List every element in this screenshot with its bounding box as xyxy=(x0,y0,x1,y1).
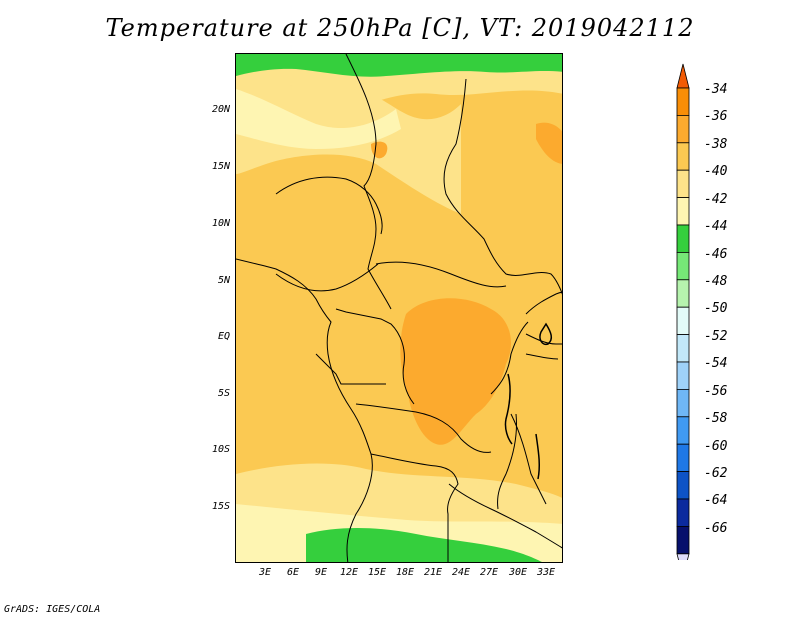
colorbar-label-66: -66 xyxy=(704,521,728,536)
lon-label-18e: 18E xyxy=(395,567,415,578)
lon-label-15e: 15E xyxy=(367,567,387,578)
country-borders xyxy=(236,54,562,562)
warm-region-northeast xyxy=(536,122,562,164)
pale-band-north xyxy=(236,89,401,149)
colorbar-box xyxy=(676,525,690,555)
colorbar-box xyxy=(676,306,690,335)
lat-label-eq: EQ xyxy=(217,331,230,342)
colorbar-box xyxy=(676,142,690,171)
lat-label-5s: 5S xyxy=(217,388,230,399)
lon-label-30e: 30E xyxy=(508,567,528,578)
colorbar-label-34: -34 xyxy=(704,82,728,97)
temperature-map xyxy=(235,53,563,563)
lon-label-12e: 12E xyxy=(339,567,359,578)
colorbar-box xyxy=(676,443,690,473)
lake-outlines xyxy=(504,322,553,480)
colorbar xyxy=(676,63,690,560)
colorbar-box xyxy=(676,279,690,308)
colorbar-box xyxy=(676,498,690,527)
colorbar-label-58: -58 xyxy=(704,411,728,426)
colorbar-label-48: -48 xyxy=(704,274,728,289)
lon-label-27e: 27E xyxy=(479,567,499,578)
colorbar-box xyxy=(676,87,690,116)
colorbar-label-46: -46 xyxy=(704,247,728,262)
warm-region-center xyxy=(400,298,511,445)
colorbar-label-50: -50 xyxy=(704,301,728,316)
colorbar-box xyxy=(676,224,690,253)
green-region-north xyxy=(236,54,562,77)
green-region-south xyxy=(306,528,542,562)
lon-label-33e: 33E xyxy=(536,567,556,578)
lon-label-3e: 3E xyxy=(258,567,272,578)
grads-credit: GrADS: IGES/COLA xyxy=(4,604,101,615)
colorbar-arrow-bottom xyxy=(676,553,690,560)
colorbar-label-36: -36 xyxy=(704,109,728,124)
map-title: Temperature at 250hPa [C], VT: 201904211… xyxy=(105,14,695,42)
colorbar-label-64: -64 xyxy=(704,493,728,508)
colorbar-boxes xyxy=(676,63,690,560)
colorbar-box xyxy=(676,115,690,144)
colorbar-box xyxy=(676,251,690,281)
lat-label-15s: 15S xyxy=(211,501,230,512)
colorbar-box xyxy=(676,471,690,500)
lat-label-20n: 20N xyxy=(211,104,230,115)
colorbar-label-40: -40 xyxy=(704,164,728,179)
colorbar-label-60: -60 xyxy=(704,439,728,454)
colorbar-label-38: -38 xyxy=(704,137,728,152)
lon-label-24e: 24E xyxy=(451,567,471,578)
lon-label-21e: 21E xyxy=(423,567,443,578)
lat-label-10n: 10N xyxy=(211,218,230,229)
colorbar-label-62: -62 xyxy=(704,466,728,481)
lat-label-10s: 10S xyxy=(211,444,230,455)
colorbar-box xyxy=(676,361,690,390)
colorbar-arrow-top xyxy=(676,63,690,89)
colorbar-label-44: -44 xyxy=(704,219,728,234)
colorbar-label-52: -52 xyxy=(704,329,728,344)
colorbar-label-54: -54 xyxy=(704,356,728,371)
colorbar-label-42: -42 xyxy=(704,192,728,207)
lon-label-6e: 6E xyxy=(286,567,300,578)
map-canvas xyxy=(236,54,562,562)
colorbar-box xyxy=(676,416,690,445)
colorbar-box xyxy=(676,388,690,418)
colorbar-label-56: -56 xyxy=(704,384,728,399)
colorbar-box xyxy=(676,197,690,226)
lon-label-9e: 9E xyxy=(314,567,328,578)
lat-label-15n: 15N xyxy=(211,161,230,172)
colorbar-box xyxy=(676,334,690,363)
lat-label-5n: 5N xyxy=(217,275,230,286)
colorbar-box xyxy=(676,169,690,198)
